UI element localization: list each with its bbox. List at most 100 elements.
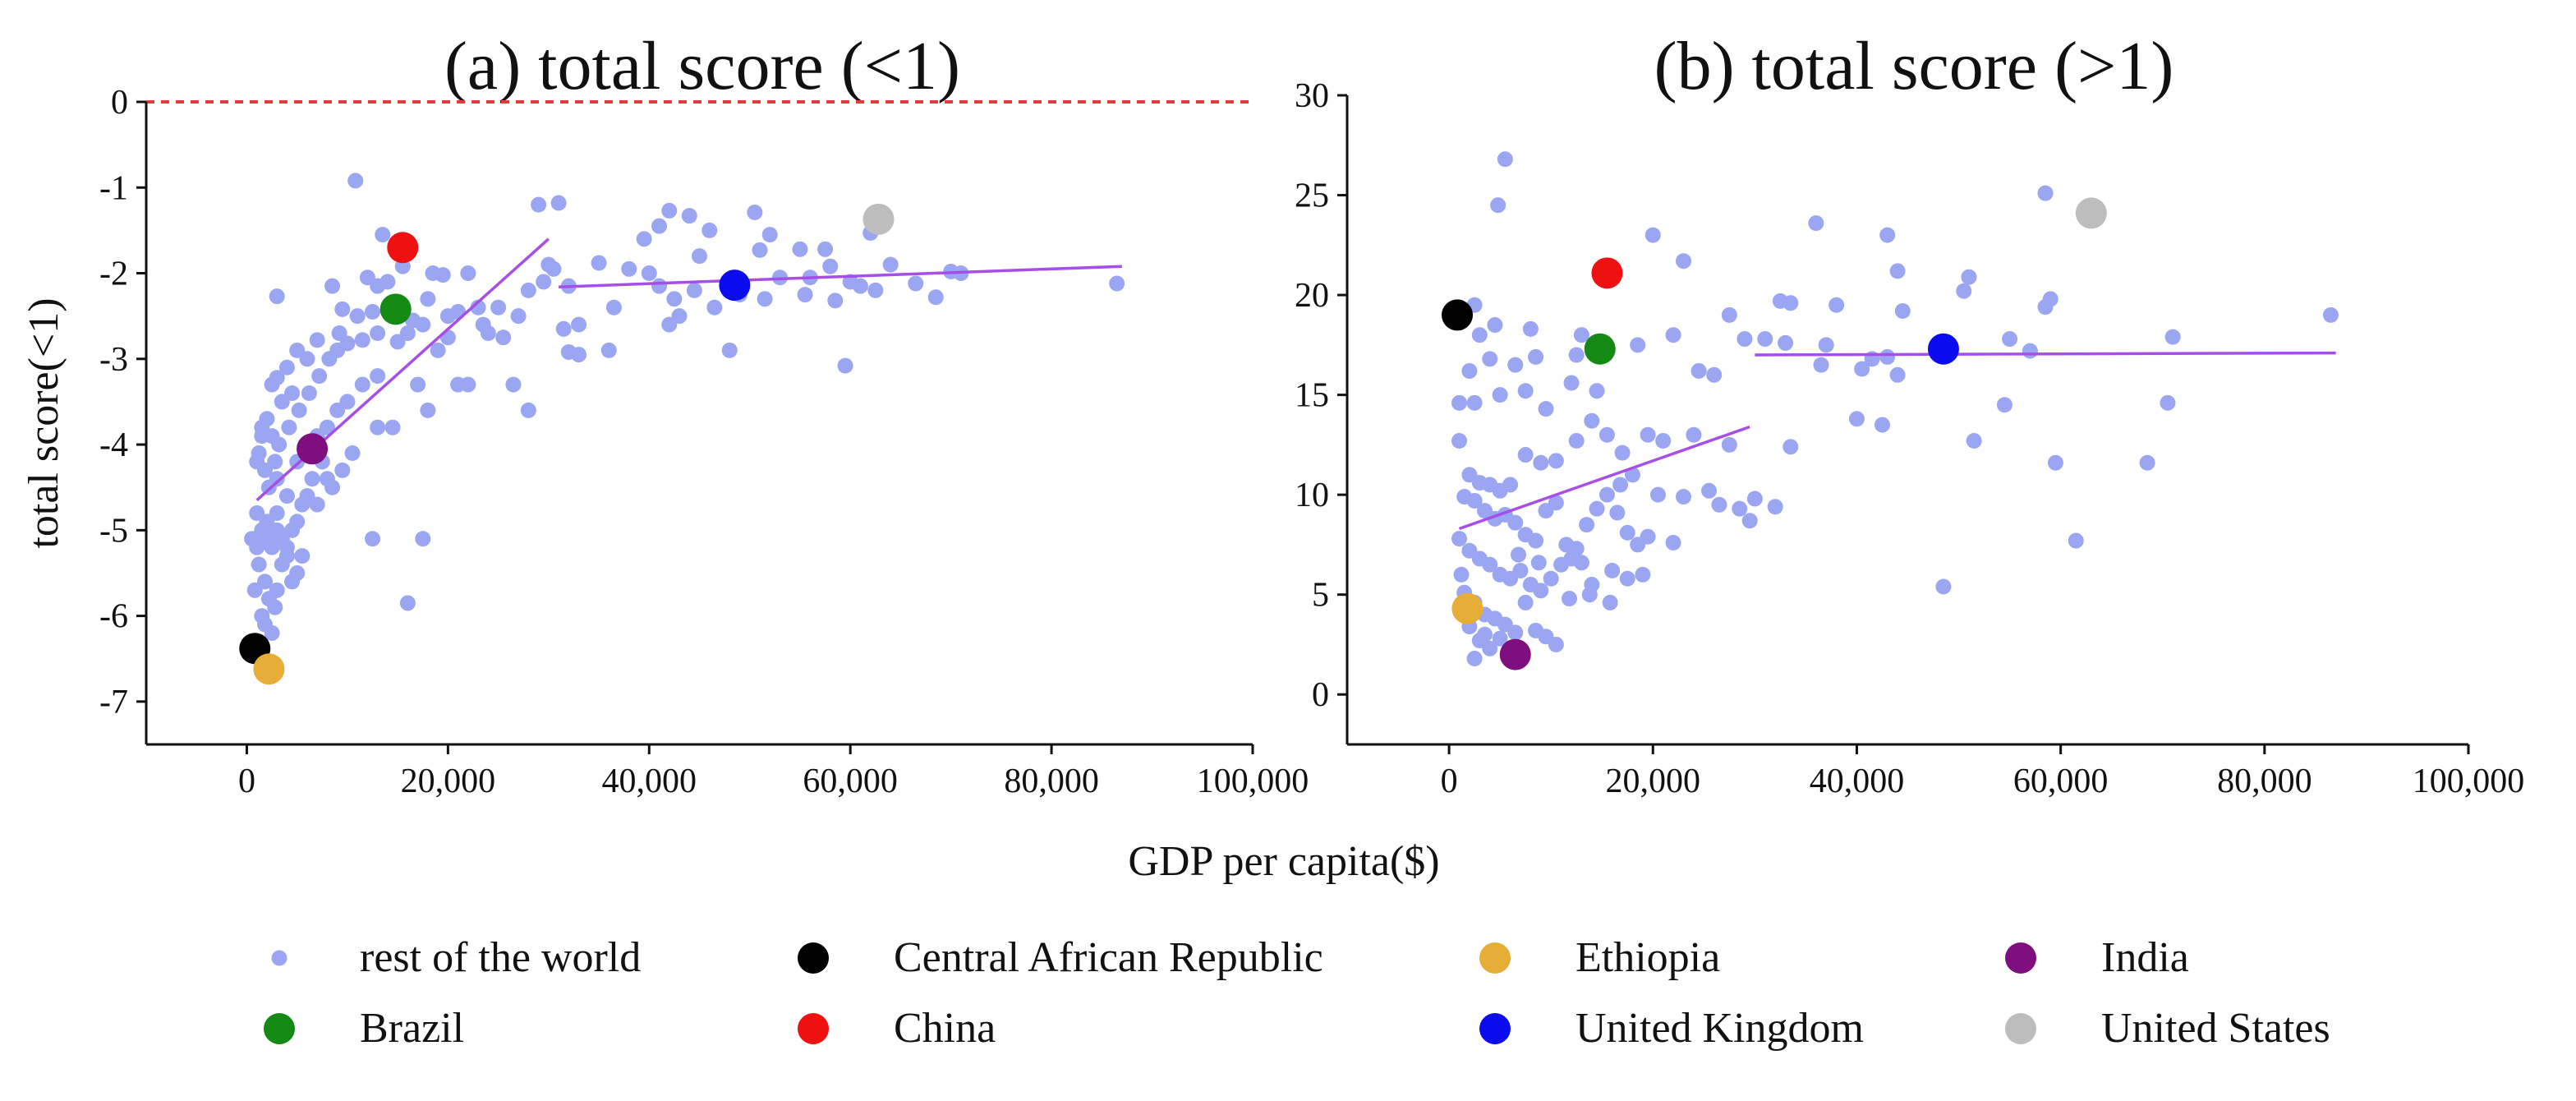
rest-of-world-point: [1598, 426, 1615, 443]
rest-of-world-point: [550, 195, 567, 211]
rest-of-world-point: [721, 342, 738, 358]
rest-of-world-point: [1874, 417, 1890, 433]
rest-of-world-point: [1889, 366, 1906, 383]
rest-of-world-point: [354, 332, 370, 348]
x-tick-label: 80,000: [1004, 762, 1099, 800]
x-tick-label: 60,000: [2013, 762, 2109, 800]
rest-of-world-point: [1581, 587, 1598, 603]
rest-of-world-point: [1573, 327, 1589, 343]
rest-of-world-point: [1507, 357, 1524, 373]
rest-of-world-point: [797, 287, 813, 303]
rest-of-world-point: [254, 428, 270, 445]
rest-of-world-point: [370, 368, 386, 385]
rest-of-world-point: [2164, 329, 2181, 345]
y-tick-label: 5: [1312, 577, 1329, 615]
rest-of-world-point: [1548, 495, 1564, 511]
x-tick-label: 60,000: [803, 762, 898, 800]
rest-of-world-point: [1598, 486, 1615, 503]
rest-of-world-point: [1757, 331, 1773, 348]
rest-of-world-point: [852, 278, 868, 294]
rest-of-world-point: [349, 308, 366, 325]
rest-of-world-point: [1630, 337, 1646, 353]
rest-of-world-point: [817, 241, 834, 257]
rest-of-world-point: [1778, 334, 1794, 351]
legend-marker-united-kingdom: [1479, 1013, 1511, 1044]
rest-of-world-point: [2022, 343, 2038, 359]
legend-label-rest: rest of the world: [360, 934, 641, 981]
rest-of-world-point: [1746, 491, 1763, 507]
y-tick-label: -3: [99, 341, 128, 379]
rest-of-world-point: [2037, 185, 2054, 201]
x-tick-label: 100,000: [1197, 762, 1309, 800]
rest-of-world-point: [1517, 594, 1534, 610]
rest-of-world-point: [375, 227, 391, 243]
rest-of-world-point: [331, 325, 347, 342]
rest-of-world-point: [475, 316, 491, 333]
point-brazil: [1584, 333, 1616, 365]
rest-of-world-point: [334, 301, 351, 317]
rest-of-world-point: [666, 291, 683, 307]
point-brazil: [380, 293, 412, 325]
rest-of-world-point: [1466, 394, 1483, 411]
rest-of-world-point: [304, 471, 320, 487]
rest-of-world-point: [244, 531, 260, 547]
rest-of-world-point: [264, 624, 280, 641]
rest-of-world-point: [460, 265, 476, 282]
rest-of-world-point: [344, 445, 361, 461]
rest-of-world-point: [284, 574, 301, 590]
rest-of-world-point: [1996, 397, 2012, 413]
rest-of-world-point: [380, 274, 396, 290]
rest-of-world-point: [1568, 433, 1585, 449]
rest-of-world-point: [1522, 320, 1539, 337]
legend-marker-united-states: [2005, 1013, 2036, 1044]
rest-of-world-point: [1879, 348, 1896, 365]
rest-of-world-point: [420, 291, 436, 307]
rest-of-world-point: [1956, 283, 1972, 299]
panel-a: (a) total score (<1) 0 20,000 40,000 60,000 8…: [21, 28, 1309, 800]
trend-line: [1755, 351, 2336, 357]
rest-of-world-point: [439, 308, 456, 325]
point-central-african-republic: [1442, 299, 1474, 331]
x-tick-label: 40,000: [602, 762, 697, 800]
rest-of-world-point: [439, 329, 456, 346]
rest-of-world-point: [246, 582, 263, 598]
panel-a-y-axis-label: total score(<1): [21, 297, 67, 548]
point-india: [297, 433, 329, 465]
x-tick-label: 100,000: [2413, 762, 2525, 800]
shared-x-axis-label: GDP per capita($): [1128, 838, 1439, 885]
point-united-states: [2075, 197, 2107, 229]
y-tick-label: 30: [1295, 77, 1329, 115]
rest-of-world-point: [1935, 578, 1952, 595]
rest-of-world-point: [267, 599, 283, 615]
rest-of-world-point: [1548, 453, 1564, 469]
rest-of-world-point: [1624, 467, 1640, 483]
legend-label-brazil: Brazil: [360, 1005, 464, 1052]
legend-label-united-kingdom: United Kingdom: [1576, 1005, 1864, 1052]
rest-of-world-point: [761, 227, 778, 243]
rest-of-world-point: [1602, 594, 1618, 610]
rest-of-world-point: [1482, 351, 1498, 367]
rest-of-world-point: [651, 218, 668, 234]
rest-of-world-point: [278, 548, 295, 564]
point-china: [1591, 257, 1623, 289]
rest-of-world-point: [792, 241, 808, 257]
rest-of-world-point: [605, 299, 622, 316]
y-tick-label: -6: [99, 598, 128, 636]
rest-of-world-point: [681, 208, 697, 224]
rest-of-world-point: [706, 299, 723, 316]
rest-of-world-point: [309, 496, 325, 513]
rest-of-world-point: [1502, 477, 1519, 493]
rest-of-world-point: [264, 376, 280, 393]
rest-of-world-point: [1568, 347, 1585, 363]
x-tick-label: 0: [238, 762, 255, 800]
rest-of-world-point: [1471, 327, 1488, 343]
rest-of-world-point: [1701, 482, 1718, 499]
rest-of-world-point: [2139, 454, 2155, 471]
rest-of-world-point: [1736, 331, 1753, 348]
rest-of-world-point: [1961, 269, 1977, 285]
rest-of-world-point: [1461, 362, 1478, 379]
rest-of-world-point: [420, 402, 436, 418]
y-tick-label: -4: [99, 426, 128, 464]
point-china: [387, 232, 419, 264]
